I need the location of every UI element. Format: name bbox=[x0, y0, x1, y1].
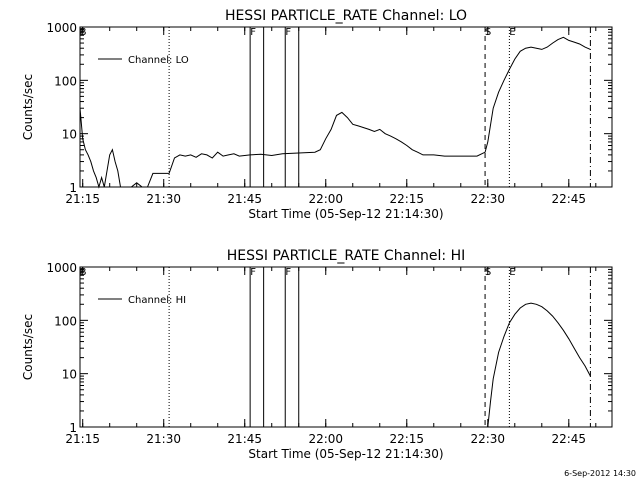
chart-title: HESSI PARTICLE_RATE Channel: LO bbox=[225, 8, 467, 24]
marker-label: F bbox=[285, 27, 291, 38]
x-tick-label: 22:30 bbox=[470, 432, 505, 446]
x-tick-label: 22:15 bbox=[389, 432, 424, 446]
series-line bbox=[79, 36, 591, 189]
x-tick-label: 22:00 bbox=[308, 432, 343, 446]
legend-label: Channel: LO bbox=[128, 55, 189, 66]
marker-label: S bbox=[485, 27, 491, 38]
legend-label: Channel: HI bbox=[128, 295, 186, 306]
y-tick-label: 1000 bbox=[46, 21, 77, 35]
y-axis-label: Counts/sec bbox=[21, 74, 35, 140]
x-tick-label: 21:45 bbox=[227, 192, 262, 206]
x-tick-label: 22:45 bbox=[551, 192, 586, 206]
x-tick-label: 21:30 bbox=[146, 432, 181, 446]
x-tick-label: 21:45 bbox=[227, 432, 262, 446]
y-tick-label: 10 bbox=[62, 368, 77, 382]
marker-label: S bbox=[485, 267, 491, 278]
y-tick-label: 1000 bbox=[46, 261, 77, 275]
marker-label: F bbox=[250, 27, 256, 38]
x-axis-label: Start Time (05-Sep-12 21:14:30) bbox=[248, 447, 443, 461]
x-tick-label: 22:30 bbox=[470, 192, 505, 206]
marker-label: B bbox=[80, 267, 87, 278]
plot-frame bbox=[79, 26, 613, 188]
y-tick-label: 1 bbox=[69, 181, 77, 195]
y-tick-label: 100 bbox=[54, 314, 77, 328]
plot-frame bbox=[79, 266, 613, 428]
marker-label: B bbox=[80, 27, 87, 38]
marker-label: E bbox=[509, 267, 515, 278]
x-tick-label: 22:15 bbox=[389, 192, 424, 206]
y-axis-label: Counts/sec bbox=[21, 314, 35, 380]
marker-label: E bbox=[509, 27, 515, 38]
chart-title: HESSI PARTICLE_RATE Channel: HI bbox=[227, 248, 465, 264]
y-tick-label: 1 bbox=[69, 421, 77, 435]
x-axis-label: Start Time (05-Sep-12 21:14:30) bbox=[248, 207, 443, 221]
chart-panel-2: HESSI PARTICLE_RATE Channel: HI Counts/se… bbox=[21, 248, 613, 461]
footer-date: 6-Sep-2012 14:30 bbox=[564, 469, 636, 478]
x-tick-label: 22:00 bbox=[308, 192, 343, 206]
x-tick-label: 22:45 bbox=[551, 432, 586, 446]
chart-panel-1: HESSI PARTICLE_RATE Channel: LO Counts/se… bbox=[21, 8, 613, 221]
x-tick-label: 21:15 bbox=[65, 432, 100, 446]
y-tick-label: 100 bbox=[54, 74, 77, 88]
x-tick-label: 21:30 bbox=[146, 192, 181, 206]
marker-label: F bbox=[285, 267, 291, 278]
series-line bbox=[487, 302, 591, 428]
y-tick-label: 10 bbox=[62, 128, 77, 142]
marker-label: F bbox=[250, 267, 256, 278]
x-tick-label: 21:15 bbox=[65, 192, 100, 206]
